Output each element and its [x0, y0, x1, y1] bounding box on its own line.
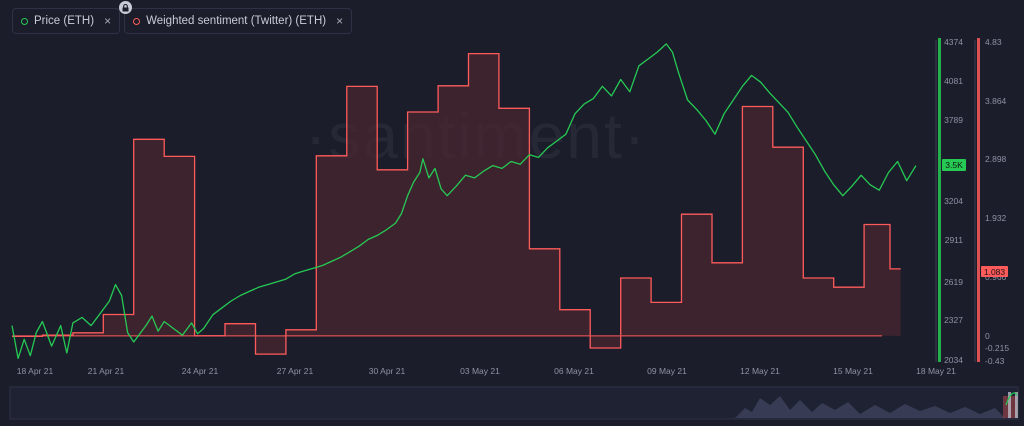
x-tick-label: 18 May 21	[916, 366, 956, 376]
navigator[interactable]	[9, 386, 1019, 420]
sentiment-tick-label: 3.864	[985, 96, 1007, 106]
sentiment-dot-icon	[133, 17, 141, 25]
price-tick-label: 4374	[944, 37, 963, 47]
svg-text:1.083: 1.083	[984, 267, 1006, 277]
legend: Price (ETH) × Weighted sentiment (Twitte…	[12, 1, 353, 34]
sentiment-axis-range-bar	[977, 38, 980, 362]
x-tick-label: 06 May 21	[554, 366, 594, 376]
x-tick-label: 12 May 21	[740, 366, 780, 376]
price-tick-label: 2911	[945, 235, 964, 245]
sentiment-area	[12, 53, 901, 355]
price-axis-range-bar	[938, 38, 941, 362]
x-tick-label: 15 May 21	[833, 366, 873, 376]
price-series	[11, 43, 917, 360]
price-tick-label: 4081	[944, 76, 963, 86]
sentiment-series	[12, 52, 901, 355]
price-tick-label: 2327	[944, 315, 963, 325]
price-tick-label: 2034	[944, 355, 963, 365]
sentiment-tick-label: 4.83	[985, 37, 1002, 47]
lock-icon	[119, 1, 133, 14]
price-value-badge: 3.5K	[942, 159, 966, 171]
close-icon[interactable]: ×	[336, 14, 344, 28]
x-tick-label: 03 May 21	[460, 366, 500, 376]
legend-label-sentiment: Weighted sentiment (Twitter) (ETH)	[146, 15, 327, 27]
price-tick-label: 3204	[944, 196, 963, 206]
price-line	[11, 43, 917, 360]
price-axis: 4374 4081 3789 3204 2911 2619 2327 2034	[944, 37, 963, 365]
legend-chip-sentiment[interactable]: Weighted sentiment (Twitter) (ETH) ×	[119, 1, 353, 34]
svg-text:3.5K: 3.5K	[945, 160, 963, 170]
sentiment-tick-label: 2.898	[985, 154, 1007, 164]
close-icon[interactable]: ×	[104, 14, 112, 28]
legend-chip-price[interactable]: Price (ETH) ×	[12, 8, 121, 34]
x-axis: 18 Apr 21 21 Apr 21 24 Apr 21 27 Apr 21 30 A…	[17, 366, 956, 376]
price-tick-label: 2619	[944, 277, 963, 287]
sentiment-tick-label: -0.215	[985, 343, 1009, 353]
sentiment-tick-label: -0.43	[985, 356, 1005, 366]
x-tick-label: 18 Apr 21	[17, 366, 54, 376]
x-tick-label: 21 Apr 21	[88, 366, 125, 376]
sentiment-tick-label: 1.932	[985, 213, 1007, 223]
x-tick-label: 27 Apr 21	[277, 366, 314, 376]
price-tick-label: 3789	[944, 115, 963, 125]
x-tick-label: 09 May 21	[647, 366, 687, 376]
sentiment-tick-label: 0	[985, 331, 990, 341]
x-tick-label: 30 Apr 21	[369, 366, 406, 376]
x-tick-label: 24 Apr 21	[182, 366, 219, 376]
legend-label-price: Price (ETH)	[34, 15, 95, 27]
sentiment-value-badge: 1.083	[981, 266, 1008, 277]
price-dot-icon	[21, 17, 28, 25]
sentiment-line	[12, 52, 901, 355]
